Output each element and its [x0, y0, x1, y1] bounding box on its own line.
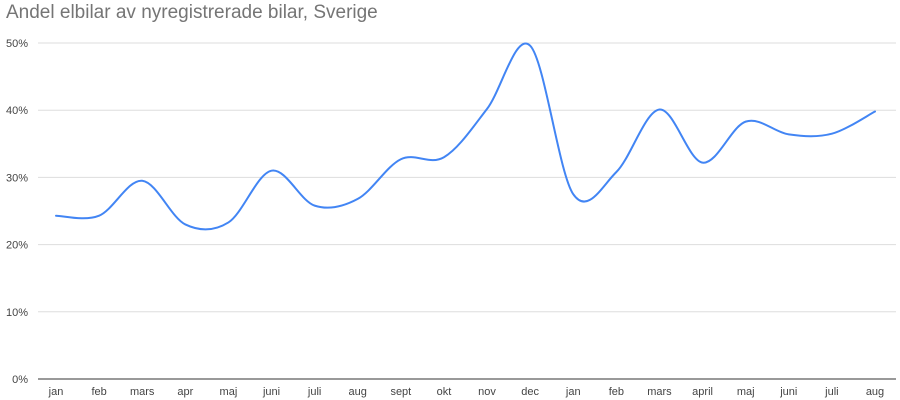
- x-tick-label: okt: [437, 386, 452, 398]
- x-tick-label: mars: [647, 386, 672, 398]
- y-tick-label: 40%: [6, 105, 28, 117]
- gridlines: [38, 42, 896, 380]
- data-point: [528, 44, 532, 48]
- x-tick-label: nov: [478, 386, 496, 398]
- y-tick-label: 0%: [12, 374, 28, 386]
- data-point: [140, 179, 144, 183]
- data-point: [744, 120, 748, 124]
- x-tick-label: feb: [91, 386, 106, 398]
- data-point: [485, 107, 489, 111]
- data-point: [97, 214, 101, 218]
- y-tick-label: 50%: [6, 38, 28, 50]
- data-point: [571, 192, 575, 196]
- x-axis-ticks: jan feb mars apr maj juni juli aug sept okt nov dec…: [48, 386, 885, 398]
- data-point: [614, 170, 618, 174]
- data-point: [399, 157, 403, 161]
- series-layer: [55, 42, 876, 231]
- y-tick-label: 10%: [6, 307, 28, 319]
- data-point: [787, 132, 791, 136]
- x-tick-label: juni: [779, 386, 797, 398]
- x-tick-label: juli: [307, 386, 321, 398]
- data-point: [183, 222, 187, 226]
- x-tick-label: feb: [609, 386, 624, 398]
- data-point: [54, 214, 58, 218]
- x-tick-label: aug: [866, 386, 884, 398]
- chart-title: Andel elbilar av nyregistrerade bilar, S…: [6, 2, 378, 23]
- series-line: [55, 42, 876, 231]
- y-tick-label: 30%: [6, 172, 28, 184]
- data-point: [873, 110, 877, 114]
- data-point: [442, 155, 446, 159]
- x-tick-label: mars: [130, 386, 155, 398]
- x-tick-label: dec: [521, 386, 539, 398]
- data-point: [226, 220, 230, 224]
- x-tick-label: aug: [349, 386, 367, 398]
- y-tick-label: 20%: [6, 240, 28, 252]
- x-tick-label: juli: [824, 386, 838, 398]
- x-tick-label: maj: [737, 386, 755, 398]
- x-tick-label: jan: [565, 386, 581, 398]
- data-point: [356, 197, 360, 201]
- data-point: [701, 161, 705, 165]
- x-tick-label: apr: [177, 386, 193, 398]
- x-tick-label: maj: [220, 386, 238, 398]
- data-point: [830, 132, 834, 136]
- data-point: [313, 204, 317, 208]
- y-axis-ticks: 0% 10% 20% 30% 40% 50%: [6, 38, 28, 386]
- x-tick-label: juni: [262, 386, 280, 398]
- x-tick-label: sept: [390, 386, 411, 398]
- data-point: [657, 108, 661, 112]
- data-point: [270, 169, 274, 173]
- data-points: [54, 44, 877, 227]
- x-tick-label: jan: [48, 386, 64, 398]
- x-tick-label: april: [692, 386, 713, 398]
